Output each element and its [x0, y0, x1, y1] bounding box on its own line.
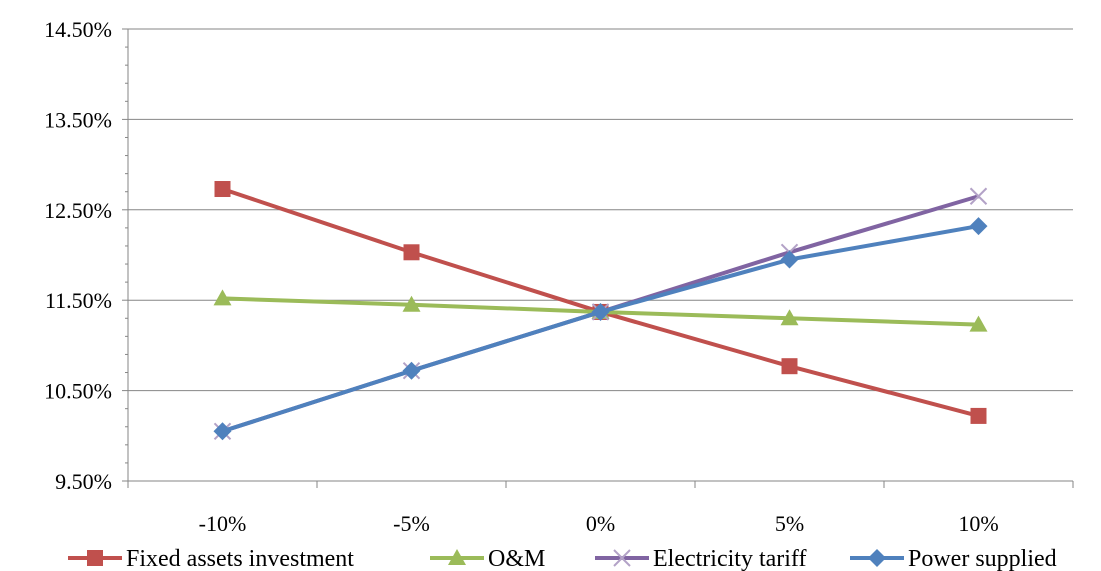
x-axis-tick-labels: -10% -5% 0% 5% 10%: [199, 511, 999, 536]
x-tick-label: 0%: [586, 511, 615, 536]
x-tick-label: -5%: [393, 511, 430, 536]
legend-label: Fixed assets investment: [126, 546, 354, 571]
series-lines: [213, 181, 988, 441]
data-point-marker: [402, 295, 421, 312]
y-tick-label: 11.50%: [45, 288, 112, 313]
axes: [122, 28, 1074, 488]
y-tick-label: 13.50%: [44, 107, 112, 132]
y-axis-tick-labels: 9.50% 10.50% 11.50% 12.50% 13.50% 14.50%: [44, 17, 112, 494]
data-point-marker: [403, 244, 420, 261]
data-point-marker: [781, 358, 798, 375]
data-point-marker: [969, 217, 988, 236]
data-point-marker: [969, 187, 988, 205]
data-point-marker: [591, 302, 610, 321]
legend-marker: [448, 549, 466, 565]
x-tick-label: -10%: [199, 511, 247, 536]
data-point-marker: [213, 289, 232, 306]
y-tick-label: 12.50%: [44, 198, 112, 223]
data-point-marker: [214, 181, 231, 198]
data-point-marker: [970, 407, 987, 424]
legend-label: Power supplied: [908, 546, 1057, 571]
data-point-marker: [969, 315, 988, 332]
x-tick-label: 5%: [775, 511, 804, 536]
data-point-marker: [402, 361, 421, 380]
legend-marker: [87, 550, 103, 566]
legend: Fixed assets investment O&M Electricity ta…: [68, 546, 1057, 571]
y-tick-label: 14.50%: [44, 17, 112, 42]
legend-marker: [613, 549, 631, 567]
series-line: [221, 224, 979, 434]
x-tick-label: 10%: [958, 511, 998, 536]
data-point-marker: [213, 422, 232, 441]
legend-marker: [868, 549, 886, 567]
y-tick-label: 10.50%: [44, 379, 112, 404]
data-point-marker: [780, 250, 799, 269]
y-tick-label: 9.50%: [55, 469, 112, 494]
legend-label: O&M: [488, 546, 545, 571]
legend-label: Electricity tariff: [653, 546, 806, 571]
data-point-marker: [780, 309, 799, 326]
